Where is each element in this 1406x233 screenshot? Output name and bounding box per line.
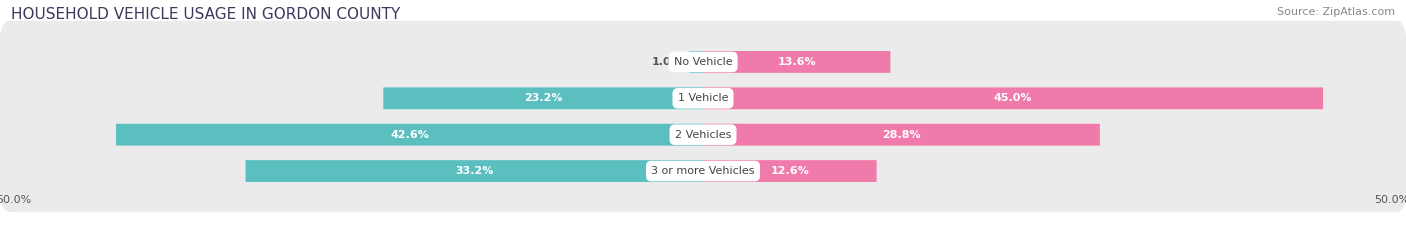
Text: 13.6%: 13.6% bbox=[778, 57, 815, 67]
FancyBboxPatch shape bbox=[703, 160, 876, 182]
Text: HOUSEHOLD VEHICLE USAGE IN GORDON COUNTY: HOUSEHOLD VEHICLE USAGE IN GORDON COUNTY bbox=[11, 7, 401, 22]
Text: 1.0%: 1.0% bbox=[651, 57, 682, 67]
FancyBboxPatch shape bbox=[0, 130, 1406, 212]
Text: 3 or more Vehicles: 3 or more Vehicles bbox=[651, 166, 755, 176]
Text: 1 Vehicle: 1 Vehicle bbox=[678, 93, 728, 103]
Text: 28.8%: 28.8% bbox=[882, 130, 921, 140]
Text: 33.2%: 33.2% bbox=[456, 166, 494, 176]
FancyBboxPatch shape bbox=[703, 124, 1099, 146]
FancyBboxPatch shape bbox=[703, 87, 1323, 109]
FancyBboxPatch shape bbox=[0, 21, 1406, 103]
Text: 42.6%: 42.6% bbox=[389, 130, 429, 140]
Text: 2 Vehicles: 2 Vehicles bbox=[675, 130, 731, 140]
FancyBboxPatch shape bbox=[0, 94, 1406, 176]
FancyBboxPatch shape bbox=[384, 87, 703, 109]
FancyBboxPatch shape bbox=[703, 51, 890, 73]
FancyBboxPatch shape bbox=[689, 51, 703, 73]
FancyBboxPatch shape bbox=[117, 124, 703, 146]
Text: 23.2%: 23.2% bbox=[524, 93, 562, 103]
Text: 45.0%: 45.0% bbox=[994, 93, 1032, 103]
FancyBboxPatch shape bbox=[0, 57, 1406, 139]
Text: Source: ZipAtlas.com: Source: ZipAtlas.com bbox=[1277, 7, 1395, 17]
Text: No Vehicle: No Vehicle bbox=[673, 57, 733, 67]
Text: 12.6%: 12.6% bbox=[770, 166, 810, 176]
FancyBboxPatch shape bbox=[246, 160, 703, 182]
